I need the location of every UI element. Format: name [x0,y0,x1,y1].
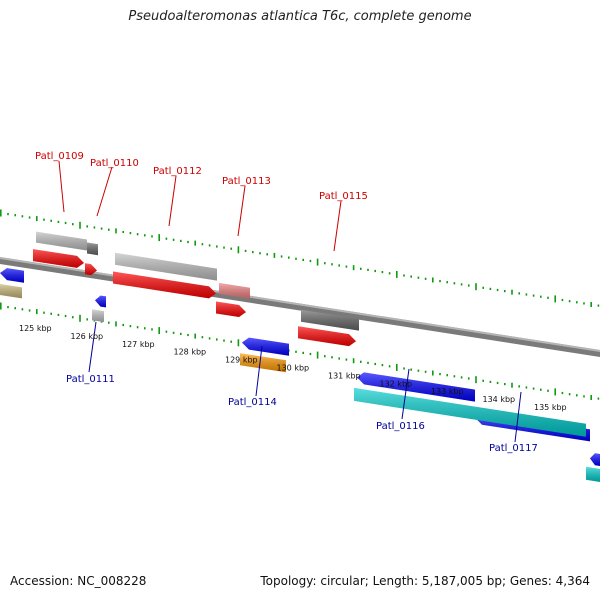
scale-label: 131 kbp [328,371,361,380]
feature-19 [354,387,586,437]
feature-11 [95,295,106,308]
gene-label-patl-0113: Patl_0113 [222,176,271,187]
feature-5 [33,249,84,268]
feature-20 [586,466,600,482]
gene-label-patl-0112: Patl_0112 [153,166,202,177]
gene-label-patl-0114: Patl_0114 [228,397,277,408]
feature-2 [115,252,217,281]
feature-8 [216,301,246,317]
map-title: Pseudoalteromonas atlantica T6c, complet… [128,9,472,24]
gene-label-patl-0111: Patl_0111 [66,374,115,385]
accession-text: Accession: NC_008228 [10,574,147,588]
genome-summary-text: Topology: circular; Length: 5,187,005 bp… [260,574,590,588]
gene-label-patl-0109: Patl_0109 [35,151,84,162]
feature-0 [36,231,87,251]
gene-label-patl-0115: Patl_0115 [319,191,368,202]
feature-6 [85,263,97,276]
scale-label: 125 kbp [19,324,52,333]
gene-label-patl-0110: Patl_0110 [90,158,139,169]
feature-4 [301,309,359,331]
feature-16 [0,284,22,299]
feature-3 [219,282,250,299]
scale-labels: 125 kbp 126 kbp 127 kbp 128 kbp 129 kbp 130 k… [19,324,567,412]
feature-1 [87,242,98,256]
scale-label: 130 kbp [277,364,310,373]
scale-label: 134 kbp [483,395,516,404]
scale-label: 128 kbp [174,348,207,357]
feature-15 [590,453,600,466]
feature-13 [357,372,475,402]
gene-label-patl-0116: Patl_0116 [376,421,425,432]
feature-9 [298,326,356,347]
feature-track [0,231,600,482]
scale-label: 129 kbp [225,356,258,365]
feature-7 [113,271,216,299]
scale-label: 132 kbp [380,379,413,388]
gene-labels: Patl_0109 Patl_0110 Patl_0112 Patl_0113 … [35,151,538,454]
scale-label: 127 kbp [122,340,155,349]
inner-tick-track [0,302,600,400]
gene-label-patl-0117: Patl_0117 [489,443,538,454]
feature-10 [0,268,24,283]
feature-18 [240,353,286,373]
feature-17 [92,309,104,323]
feature-12 [242,337,289,356]
scale-label: 133 kbp [431,387,464,396]
label-lines [58,160,522,443]
scale-label: 135 kbp [534,403,567,412]
scale-label: 126 kbp [71,332,104,341]
outer-tick-track [0,209,600,307]
